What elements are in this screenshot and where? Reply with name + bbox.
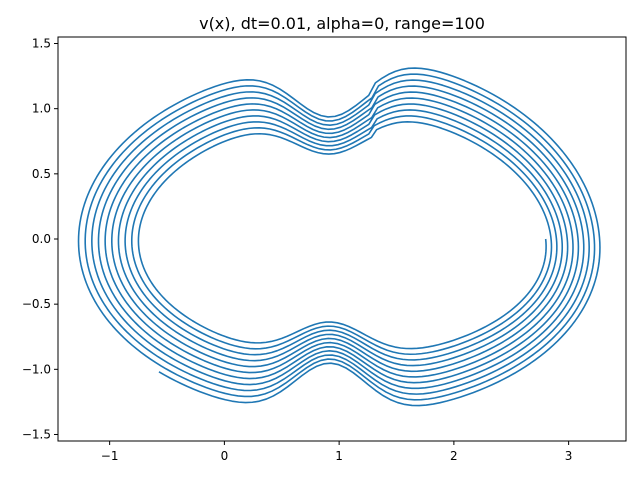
x-tick-label: 2	[450, 449, 458, 463]
y-tick-label: 0.5	[32, 167, 51, 181]
chart-title: v(x), dt=0.01, alpha=0, range=100	[199, 14, 485, 33]
series-line	[77, 67, 601, 407]
axis-ticks: −1 0 1 2 3 −1.5 −1.0 −0.5 0.0 0.5 1.0 1.5	[22, 37, 573, 463]
y-tick-label: −1.5	[22, 427, 51, 441]
x-tick-label: 0	[221, 449, 229, 463]
y-tick-label: −0.5	[22, 297, 51, 311]
y-tick-label: 1.0	[32, 102, 51, 116]
y-tick-label: −1.0	[22, 362, 51, 376]
x-tick-label: 1	[335, 449, 343, 463]
y-tick-label: 0.0	[32, 232, 51, 246]
y-tick-label: 1.5	[32, 37, 51, 51]
axes-frame	[57, 36, 627, 442]
x-tick-label: 3	[565, 449, 573, 463]
x-tick-label: −1	[101, 449, 119, 463]
plot-area	[77, 67, 601, 407]
